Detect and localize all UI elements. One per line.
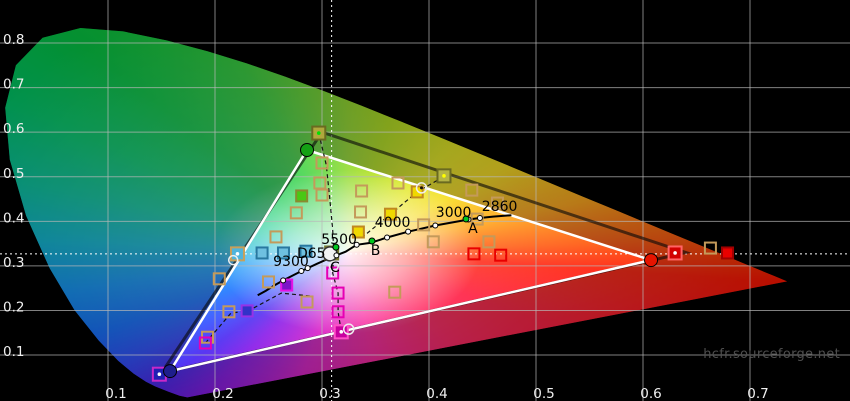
primary-marker-dot-green <box>316 131 321 135</box>
measurement-square-red <box>494 248 508 262</box>
blackbody-temp-dot <box>333 252 340 259</box>
measurement-square-cyan <box>276 246 290 260</box>
illuminant-circle-dot <box>420 186 424 190</box>
measurement-square-tan <box>269 230 283 244</box>
measurement-square-redfill <box>721 246 735 260</box>
y-tick-label: 0.7 <box>3 77 24 93</box>
measurement-square-tan <box>315 156 329 170</box>
y-tick-label: 0.8 <box>3 32 24 48</box>
illuminant-circle <box>328 260 340 272</box>
y-tick-label: 0.5 <box>3 166 24 182</box>
blackbody-temp-dot <box>476 215 483 222</box>
measurement-square-tan <box>354 205 368 219</box>
temp-label-9300: 9300 <box>273 254 309 270</box>
illuminant-label-A: A <box>468 221 478 237</box>
primary-marker-dot-cyan <box>235 252 240 256</box>
measurement-square-tan <box>355 184 369 198</box>
measurement-square-tan <box>313 176 327 190</box>
measurement-square-tan <box>300 295 314 309</box>
outside-gamut-dim <box>5 28 788 398</box>
measurement-square-greenfill <box>295 189 309 203</box>
measurement-square-tan <box>426 235 440 249</box>
x-tick-label: 0.6 <box>640 386 661 401</box>
measurement-square-red <box>467 247 481 261</box>
x-tick-label: 0.5 <box>533 386 554 401</box>
measurement-square-yellow <box>351 225 365 239</box>
primary-marker-dot-red <box>673 251 677 255</box>
illuminant-circle <box>343 323 355 335</box>
blackbody-temp-dot <box>353 241 360 248</box>
measurement-square-purple <box>280 278 294 292</box>
y-tick-label: 0.1 <box>3 344 24 360</box>
illuminant-label-C: C <box>330 260 340 276</box>
primary-marker-dot-olive <box>442 174 446 178</box>
measurement-square-tan <box>289 206 303 220</box>
blackbody-temp-dot <box>384 234 391 241</box>
primary-marker-dot-magenta <box>339 330 344 334</box>
blackbody-temp-dot <box>405 228 412 235</box>
measurement-square-cyan <box>255 246 269 260</box>
measurement-square-magenta <box>331 286 345 300</box>
temp-label-4000: 4000 <box>375 215 411 231</box>
measurement-square-tan <box>315 188 329 202</box>
y-tick-label: 0.2 <box>3 299 24 315</box>
measurement-square-tan <box>703 241 717 255</box>
measurement-square-tan <box>490 196 504 210</box>
temp-label-2860: 2860 <box>482 199 518 215</box>
measurement-square-cyan <box>299 244 313 258</box>
illuminant-label-B: B <box>371 243 381 259</box>
blackbody-temp-dot <box>432 222 439 229</box>
gamut-vertex-red <box>644 253 659 268</box>
primary-marker-dot-blue <box>157 372 162 376</box>
measurement-square-magenta <box>198 336 212 350</box>
gamut-vertex-blue <box>163 364 178 379</box>
measurement-square-magenta <box>331 305 345 319</box>
illuminant-label-D65: D65 <box>297 246 326 262</box>
y-tick-label: 0.3 <box>3 255 24 271</box>
measurement-square-yellow <box>383 207 397 221</box>
y-tick-label: 0.6 <box>3 121 24 137</box>
measurement-square-tan <box>212 272 226 286</box>
measurement-square-tan <box>465 183 479 197</box>
x-tick-label: 0.2 <box>212 386 233 401</box>
temp-label-3000: 3000 <box>436 205 472 221</box>
measure-green-dot <box>332 243 340 251</box>
blackbody-temp-dot <box>298 268 305 275</box>
blackbody-temp-dot <box>280 277 287 284</box>
measurement-square-tan <box>388 285 402 299</box>
gamut-vertex-green <box>300 143 315 158</box>
x-tick-label: 0.4 <box>426 386 447 401</box>
x-tick-label: 0.7 <box>747 386 768 401</box>
measurement-square-tan <box>391 176 405 190</box>
y-tick-label: 0.4 <box>3 210 24 226</box>
x-tick-label: 0.1 <box>105 386 126 401</box>
measurement-square-tan <box>417 218 431 232</box>
x-tick-label: 0.3 <box>319 386 340 401</box>
measure-green-dot <box>368 237 376 245</box>
measurement-dashed-line <box>204 292 313 344</box>
measurement-square-magenta <box>326 266 340 280</box>
temp-label-5500: 5500 <box>321 232 357 248</box>
illuminant-circle <box>415 182 428 194</box>
measurement-square-tan <box>482 235 496 249</box>
measure-green-dot <box>462 215 470 223</box>
illuminant-circle <box>227 254 239 266</box>
measurement-square-tan <box>222 305 236 319</box>
blackbody-temp-dot <box>304 265 311 272</box>
measurement-square-blue <box>240 304 254 318</box>
measurement-square-tan <box>262 275 275 289</box>
hcfr-watermark: hcfr.sourceforge.net <box>703 347 840 362</box>
